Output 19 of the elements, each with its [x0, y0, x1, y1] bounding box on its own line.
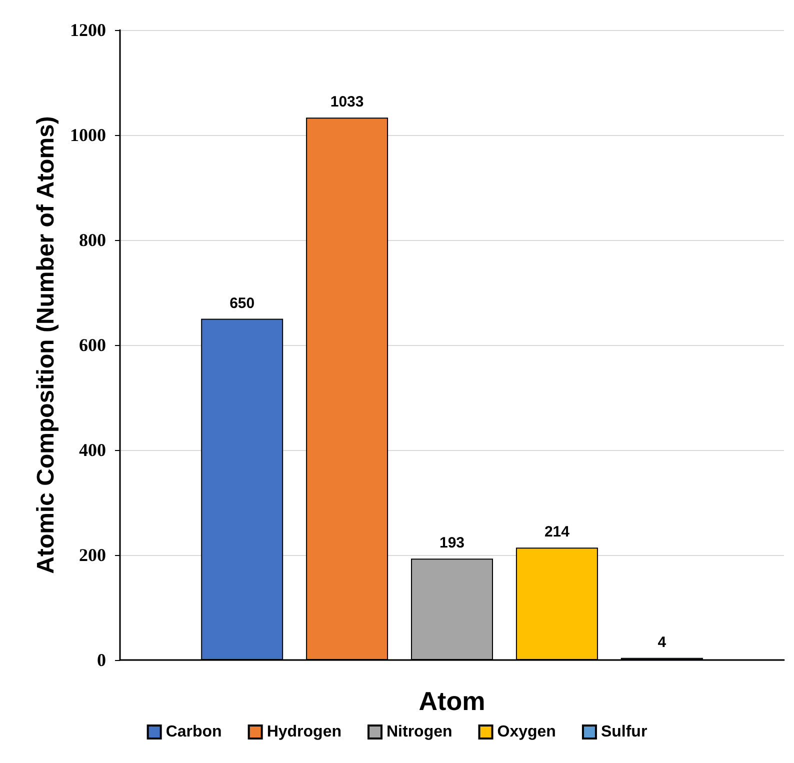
y-tick-label: 0 [97, 650, 106, 670]
data-label: 4 [658, 634, 667, 651]
legend-label: Nitrogen [386, 724, 452, 740]
data-label: 1033 [330, 94, 364, 111]
data-label: 650 [230, 294, 255, 312]
y-axis-title: Atomic Composition (Number of Atoms) [32, 116, 60, 574]
x-axis-title: Atom [418, 686, 486, 716]
data-label: 193 [439, 534, 465, 552]
legend-label: Oxygen [497, 724, 556, 740]
y-tick-label: 400 [79, 440, 106, 460]
y-tick-label: 1000 [70, 125, 106, 145]
y-tick-label: 1200 [70, 20, 106, 40]
y-tick-label: 800 [79, 230, 106, 250]
y-tick-label: 200 [79, 545, 106, 565]
y-tick-label: 600 [79, 335, 106, 355]
legend-label: Hydrogen [266, 724, 342, 740]
legend-label: Sulfur [600, 724, 648, 740]
legend-label: Carbon [166, 724, 222, 740]
data-label: 214 [544, 524, 570, 541]
